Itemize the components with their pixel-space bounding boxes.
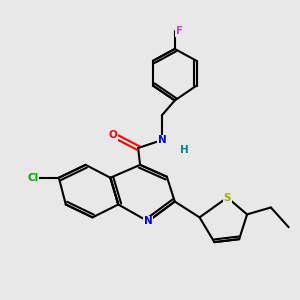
Text: F: F [176,26,183,36]
Text: Cl: Cl [28,173,39,183]
Text: H: H [180,145,189,155]
Text: S: S [224,193,231,202]
Text: N: N [144,216,152,226]
Text: N: N [158,135,166,145]
Text: O: O [109,130,118,140]
